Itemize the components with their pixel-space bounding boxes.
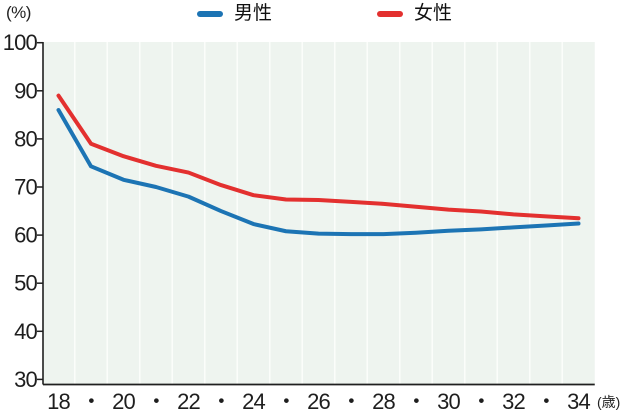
x-tick-label: 34: [567, 389, 590, 414]
y-tick-label: 80: [14, 126, 37, 151]
x-tick-label: 22: [177, 389, 200, 414]
y-tick-label: 60: [14, 223, 37, 248]
female-series-line: [56, 93, 581, 221]
axes: [42, 42, 595, 386]
x-tick-label: 28: [372, 389, 395, 414]
x-tick-label: ・: [80, 389, 101, 414]
y-axis-ticks-and-labels: 100 90 80 70 60 50 40 30: [3, 30, 43, 392]
y-tick-label: 70: [14, 175, 37, 200]
series-lines: [56, 93, 581, 237]
y-tick-label: 30: [14, 367, 37, 392]
x-tick-label: ・: [275, 389, 296, 414]
y-tick-label: 90: [14, 78, 37, 103]
x-tick-label: 30: [437, 389, 460, 414]
legend-item-male: 男性: [197, 3, 272, 24]
legend-item-female: 女性: [377, 3, 452, 24]
x-axis-labels: 18 ・ 20 ・ 22 ・ 24 ・ 26 ・ 28 ・ 30 ・ 32 ・ 34 (歳): [47, 389, 620, 414]
male-series-swatch: [197, 10, 223, 17]
x-tick-label: 18: [47, 389, 70, 414]
x-tick-label: ・: [470, 389, 491, 414]
x-tick-label: ・: [535, 389, 556, 414]
male-series-label: 男性: [234, 3, 273, 24]
y-tick-label: 100: [3, 30, 38, 55]
y-tick-label: 50: [14, 271, 37, 296]
x-tick-label: ・: [210, 389, 231, 414]
x-tick-label: ・: [405, 389, 426, 414]
female-series-label: 女性: [414, 3, 453, 24]
y-tick-label: 40: [14, 319, 37, 344]
x-tick-label: ・: [145, 389, 166, 414]
y-axis-unit-label: (%): [6, 3, 31, 22]
x-tick-label: 26: [307, 389, 330, 414]
x-axis-unit-label: (歳): [597, 394, 620, 410]
x-tick-label: ・: [340, 389, 361, 414]
male-series-line: [56, 108, 581, 237]
female-series-swatch: [377, 10, 403, 17]
x-tick-label: 32: [502, 389, 525, 414]
x-tick-label: 24: [242, 389, 265, 414]
x-tick-label: 20: [112, 389, 135, 414]
vertical-gridlines: [73, 42, 564, 385]
